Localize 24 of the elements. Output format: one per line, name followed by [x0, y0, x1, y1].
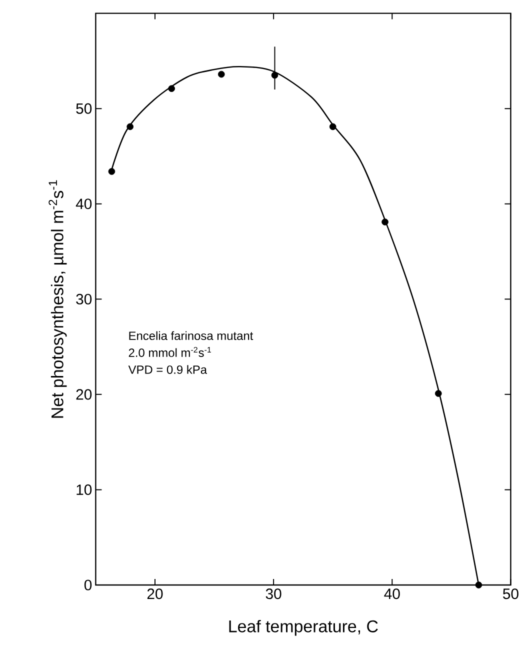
y-tick-label: 40 [76, 198, 92, 210]
annotation: 2.0 mmol m$^{-2}$s$^{-1}$ [128, 346, 211, 357]
x-tick-label: 40 [384, 588, 400, 600]
y-tick-label: 0 [84, 580, 92, 590]
point [126, 123, 134, 130]
point [168, 85, 175, 92]
annotation: Encelia farinosa mutant [129, 331, 254, 340]
x-tick-label: 30 [266, 588, 282, 600]
point [218, 70, 225, 78]
y-tick-label: 30 [76, 294, 92, 304]
x-axis-title: Leaf temperature, C [229, 620, 378, 636]
y-tick-label: 20 [76, 389, 92, 400]
x-tick-label: 20 [147, 588, 163, 600]
y-tick-label: 10 [76, 484, 92, 495]
point [382, 218, 388, 226]
point [329, 123, 336, 130]
point [108, 168, 116, 175]
x-tick-label: 50 [502, 588, 518, 600]
point [475, 582, 482, 588]
annotation: VPD = 0.9 kPa [128, 365, 208, 374]
point [271, 72, 278, 79]
y-axis-title: Net photosynthesis, µmol m$^{-2}$s$^{-1}$ [48, 180, 67, 418]
y-tick-label: 50 [76, 103, 92, 114]
point [434, 390, 442, 397]
